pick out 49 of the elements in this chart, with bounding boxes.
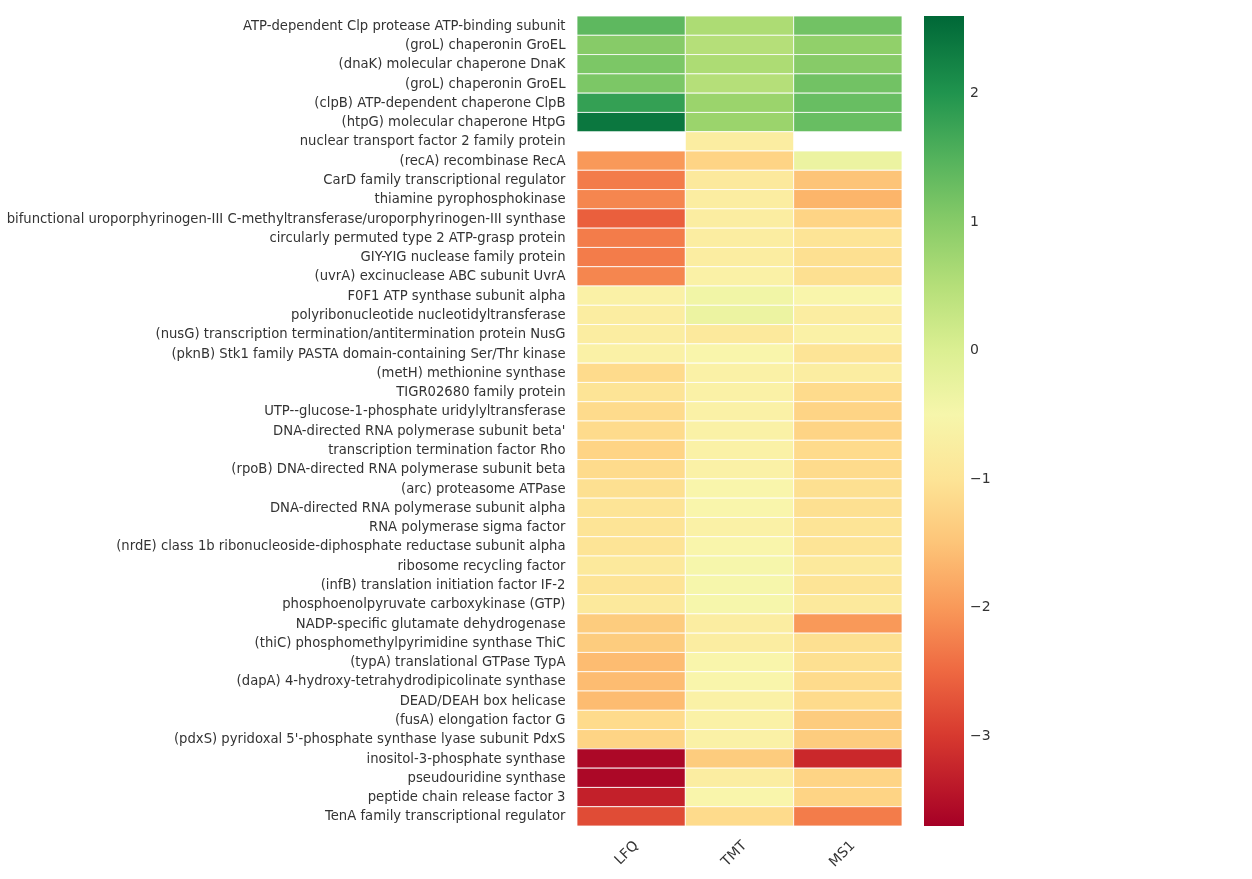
y-tick-label: thiamine pyrophosphokinase — [374, 191, 566, 207]
color-bar-label: 2 — [970, 84, 979, 101]
y-tick-label: UTP--glucose-1-phosphate uridylyltransferase — [264, 403, 566, 419]
y-tick-label: (pdxS) pyridoxal 5'-phosphate synthase lyase subunit PdxS — [173, 731, 566, 747]
y-tick-label: NADP-specific glutamate dehydrogenase — [295, 615, 566, 631]
y-tick-label: (nrdE) class 1b ribonucleoside-diphosphate reductase subunit alpha — [116, 538, 566, 554]
y-tick-label: TIGR02680 family protein — [395, 384, 566, 400]
y-tick-label: circularly permuted type 2 ATP-grasp protein — [269, 229, 566, 245]
color-bar-label: −3 — [970, 727, 991, 743]
y-tick-label: ribosome recycling factor — [397, 557, 567, 573]
y-tick-label: inositol-3-phosphate synthase — [366, 750, 566, 766]
y-tick-label: (rpoB) DNA-directed RNA polymerase subunit beta — [231, 461, 566, 477]
y-tick-label: ATP-dependent Clp protease ATP-binding subunit — [242, 17, 566, 33]
y-tick-label: (clpB) ATP-dependent chaperone ClpB — [314, 94, 566, 110]
y-tick-label: DNA-directed RNA polymerase subunit beta' — [273, 422, 566, 438]
y-tick-label: nuclear transport factor 2 family protein — [299, 133, 566, 149]
y-tick-label: (typA) translational GTPase TypA — [350, 654, 566, 670]
color-bar-label: −1 — [970, 469, 991, 486]
y-tick-label: (recA) recombinase RecA — [399, 152, 566, 168]
y-tick-label: (dnaK) molecular chaperone DnaK — [338, 56, 566, 72]
y-tick-label: polyribonucleotide nucleotidyltransferase — [291, 306, 566, 322]
x-tick-label: LFQ — [610, 837, 642, 868]
y-tick-label: TenA family transcriptional regulator — [323, 808, 567, 824]
y-tick-label: transcription termination factor Rho — [328, 441, 566, 457]
y-tick-label: (htpG) molecular chaperone HtpG — [341, 114, 566, 130]
y-tick-label: CarD family transcriptional regulator — [323, 171, 567, 187]
y-tick-label: (metH) methionine synthase — [376, 364, 566, 380]
y-tick-label: (dapA) 4-hydroxy-tetrahydrodipicolinate synthase — [236, 673, 566, 689]
y-tick-label: (pknB) Stk1 family PASTA domain-containing Ser/Thr kinase — [171, 345, 566, 361]
y-tick-label: (groL) chaperonin GroEL — [405, 36, 567, 52]
y-tick-label: RNA polymerase sigma factor — [369, 519, 567, 535]
y-tick-label: (nusG) transcription termination/antitermination protein NusG — [155, 326, 566, 342]
y-tick-label: peptide chain release factor 3 — [367, 789, 566, 805]
y-tick-label: (thiC) phosphomethylpyrimidine synthase ThiC — [254, 634, 566, 650]
y-tick-label: DNA-directed RNA polymerase subunit alpha — [269, 499, 566, 515]
y-tick-label: (arc) proteasome ATPase — [401, 480, 566, 496]
y-tick-label: (groL) chaperonin GroEL — [405, 75, 567, 91]
y-tick-label: (fusA) elongation factor G — [394, 711, 566, 727]
y-tick-label: (infB) translation initiation factor IF-2 — [320, 576, 566, 592]
color-bar-label: 0 — [970, 341, 979, 358]
y-tick-label: bifunctional uroporphyrinogen-III C-methyltransferase/uroporphyrinogen-III synthase — [6, 210, 566, 226]
color-bar-label: −2 — [970, 598, 991, 615]
y-tick-label: (uvrA) excinuclease ABC subunit UvrA — [314, 268, 566, 284]
y-tick-label: DEAD/DEAH box helicase — [399, 692, 566, 708]
y-tick-label: GIY-YIG nuclease family protein — [360, 249, 566, 265]
y-tick-label: pseudouridine synthase — [407, 769, 566, 785]
y-tick-label: phosphoenolpyruvate carboxykinase (GTP) — [282, 596, 566, 612]
color-bar-label: 1 — [970, 212, 979, 229]
y-tick-label: F0F1 ATP synthase subunit alpha — [347, 287, 566, 303]
